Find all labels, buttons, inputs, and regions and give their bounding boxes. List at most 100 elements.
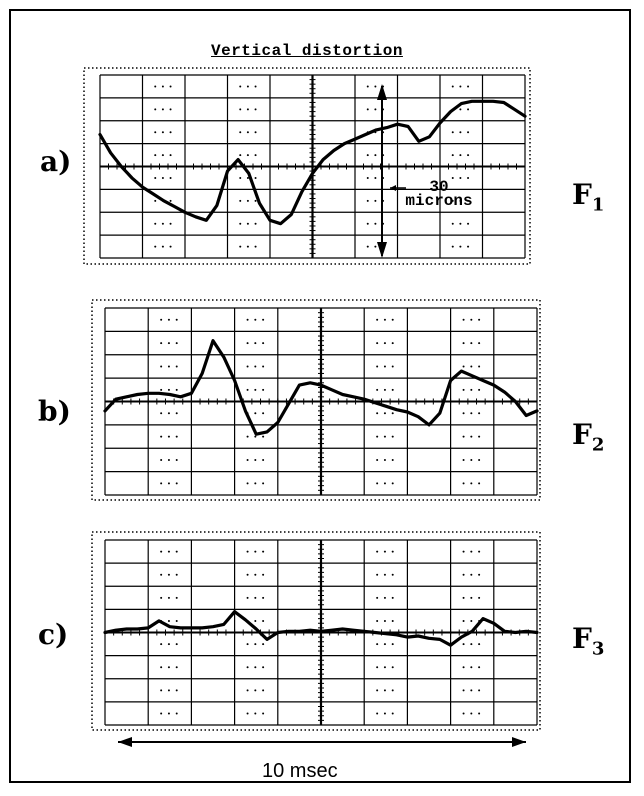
grid-dot — [254, 712, 257, 715]
grid-dot — [391, 573, 394, 576]
grid-dot — [366, 154, 369, 157]
scale-annotation-pointer-head — [390, 185, 396, 191]
trace-label-f3: F3 — [572, 622, 604, 660]
grid-dot — [239, 108, 242, 111]
grid-dot — [376, 666, 379, 669]
grid-dot — [167, 596, 170, 599]
grid-dot — [254, 176, 257, 179]
grid-dot — [161, 108, 164, 111]
grid-dot — [169, 131, 172, 134]
grid-dot — [160, 482, 163, 485]
grid-dot — [391, 689, 394, 692]
grid-dot — [262, 619, 265, 622]
grid-dot — [160, 365, 163, 368]
grid-dot — [169, 85, 172, 88]
scale-arrow-head-down — [377, 242, 387, 258]
grid-dot — [175, 482, 178, 485]
grid-dot — [154, 176, 157, 179]
grid-dot — [254, 131, 257, 134]
grid-dot — [391, 388, 394, 391]
grid-dot — [470, 458, 473, 461]
grid-dot — [376, 458, 379, 461]
grid-dot — [175, 643, 178, 646]
grid-dot — [467, 222, 470, 225]
grid-dot — [478, 550, 481, 553]
grid-dot — [478, 435, 481, 438]
grid-dot — [175, 550, 178, 553]
grid-dot — [167, 573, 170, 576]
grid-dot — [239, 131, 242, 134]
grid-dot — [391, 666, 394, 669]
grid-dot — [246, 596, 249, 599]
grid-dot — [246, 318, 249, 321]
grid-dot — [374, 245, 377, 248]
grid-dot — [383, 458, 386, 461]
grid-dot — [246, 176, 249, 179]
grid-dot — [169, 154, 172, 157]
grid-dot — [161, 222, 164, 225]
grid-dot — [376, 712, 379, 715]
grid-dot — [462, 318, 465, 321]
grid-dot — [262, 666, 265, 669]
panel-label-a: a) — [40, 145, 72, 178]
grid-dot — [462, 435, 465, 438]
grid-dot — [169, 176, 172, 179]
grid-dot — [254, 666, 257, 669]
grid-dot — [254, 154, 257, 157]
grid-dot — [467, 199, 470, 202]
grid-dot — [254, 458, 257, 461]
grid-dot — [478, 666, 481, 669]
grid-dot — [175, 712, 178, 715]
grid-dot — [161, 154, 164, 157]
grid-dot — [383, 712, 386, 715]
grid-dot — [169, 222, 172, 225]
grid-dot — [391, 342, 394, 345]
grid-dot — [246, 245, 249, 248]
time-arrow-head-left — [118, 737, 132, 747]
grid-dot — [246, 131, 249, 134]
grid-dot — [254, 342, 257, 345]
grid-dot — [169, 245, 172, 248]
grid-dot — [459, 154, 462, 157]
grid-dot — [246, 435, 249, 438]
grid-dot — [262, 689, 265, 692]
grid-dot — [262, 388, 265, 391]
grid-dot — [459, 245, 462, 248]
grid-dot — [383, 318, 386, 321]
grid-dot — [154, 245, 157, 248]
grid-dot — [254, 482, 257, 485]
grid-dot — [239, 176, 242, 179]
grid-dot — [160, 573, 163, 576]
grid-dot — [462, 619, 465, 622]
grid-dot — [160, 689, 163, 692]
grid-dot — [262, 458, 265, 461]
grid-dot — [478, 388, 481, 391]
grid-dot — [175, 318, 178, 321]
grid-dot — [374, 154, 377, 157]
grid-dot — [391, 712, 394, 715]
trace-name: F — [572, 622, 592, 655]
grid-dot — [254, 619, 257, 622]
grid-dot — [470, 365, 473, 368]
grid-dot — [161, 176, 164, 179]
grid-dot — [470, 666, 473, 669]
figure-title: Vertical distortion — [211, 42, 403, 60]
scale-arrow-head-up — [377, 84, 387, 100]
grid-dot — [160, 550, 163, 553]
grid-dot — [383, 435, 386, 438]
grid-dot — [169, 108, 172, 111]
grid-dot — [467, 85, 470, 88]
scale-annotation-value: 30 — [429, 178, 449, 196]
grid-dot — [462, 643, 465, 646]
grid-dot — [383, 342, 386, 345]
grid-dot — [160, 412, 163, 415]
grid-dot — [167, 689, 170, 692]
grid-dot — [246, 643, 249, 646]
panel-label-b: b) — [38, 395, 71, 428]
grid-dot — [160, 712, 163, 715]
panel-3-dotted-border — [91, 531, 541, 731]
grid-dot — [239, 85, 242, 88]
grid-dot — [262, 318, 265, 321]
trace-subscript: 1 — [591, 194, 605, 216]
